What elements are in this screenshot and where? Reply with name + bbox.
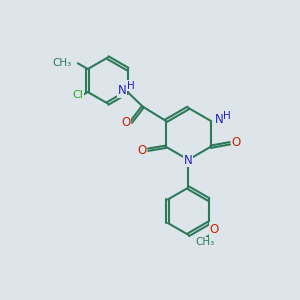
- Text: H: H: [127, 80, 135, 91]
- Text: O: O: [138, 144, 147, 157]
- Text: N: N: [184, 154, 193, 167]
- Text: O: O: [231, 136, 240, 149]
- Text: O: O: [210, 223, 219, 236]
- Text: N: N: [118, 84, 127, 97]
- Text: N: N: [214, 113, 223, 126]
- Text: CH₃: CH₃: [52, 58, 71, 68]
- Text: CH₃: CH₃: [195, 238, 215, 248]
- Text: O: O: [121, 116, 130, 129]
- Text: H: H: [223, 111, 231, 122]
- Text: Cl: Cl: [73, 90, 83, 100]
